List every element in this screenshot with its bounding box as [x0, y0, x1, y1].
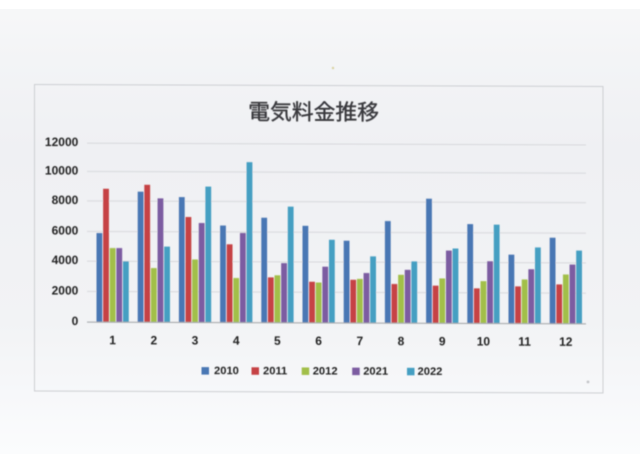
svg-text:8000: 8000 — [52, 193, 79, 207]
svg-text:12: 12 — [559, 335, 573, 349]
svg-text:2012: 2012 — [313, 366, 338, 378]
svg-text:2021: 2021 — [363, 366, 388, 378]
svg-text:0: 0 — [72, 314, 79, 328]
svg-text:2011: 2011 — [263, 365, 287, 377]
svg-text:7: 7 — [356, 334, 363, 348]
svg-text:2: 2 — [150, 333, 157, 347]
svg-text:4000: 4000 — [52, 253, 79, 267]
svg-text:6: 6 — [315, 334, 322, 348]
svg-text:2022: 2022 — [418, 366, 443, 378]
svg-text:5: 5 — [274, 334, 281, 348]
svg-text:10000: 10000 — [45, 164, 79, 178]
svg-text:4: 4 — [233, 334, 240, 348]
svg-text:10: 10 — [477, 335, 491, 349]
svg-text:9: 9 — [439, 334, 446, 348]
svg-text:2010: 2010 — [214, 365, 239, 377]
svg-text:8: 8 — [398, 334, 405, 348]
svg-text:12000: 12000 — [45, 135, 79, 149]
svg-text:6000: 6000 — [52, 224, 79, 238]
svg-text:2000: 2000 — [52, 283, 79, 297]
svg-text:1: 1 — [109, 333, 116, 347]
svg-text:11: 11 — [518, 335, 531, 349]
svg-text:3: 3 — [192, 334, 199, 348]
